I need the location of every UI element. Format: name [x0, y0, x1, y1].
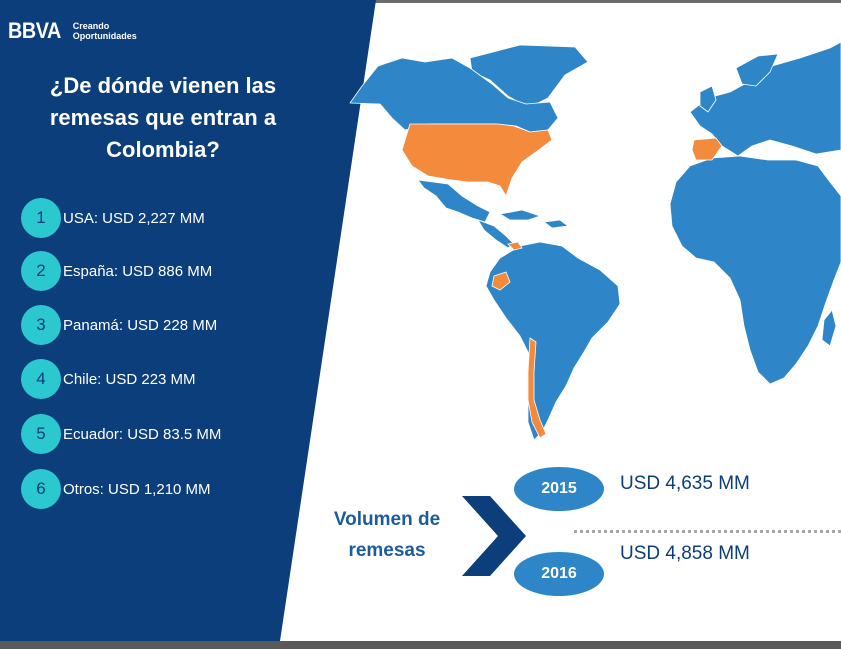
- left-panel: [0, 0, 376, 641]
- source-item-usa: 1 USA: USD 2,227 MM: [21, 198, 205, 238]
- mexico-shape: [417, 179, 491, 223]
- chevron-arrow: [462, 496, 526, 576]
- divider-dotted: [574, 530, 841, 533]
- source-item-espana: 2 España: USD 886 MM: [21, 251, 212, 291]
- year-badge-2016: 2016: [514, 552, 604, 596]
- volume-label-line2: remesas: [348, 540, 426, 561]
- source-item-chile: 4 Chile: USD 223 MM: [21, 359, 196, 399]
- africa-shape: [669, 155, 841, 385]
- source-item-otros: 6 Otros: USD 1,210 MM: [21, 469, 211, 509]
- page-title: ¿De dónde vienen las remesas que entran …: [18, 70, 308, 166]
- bbva-logo: BBVA Creando Oportunidades: [8, 18, 137, 44]
- rank-badge: 4: [21, 359, 61, 399]
- source-item-ecuador: 5 Ecuador: USD 83.5 MM: [21, 414, 221, 454]
- logo-tagline: Creando Oportunidades: [73, 21, 137, 41]
- source-label: Otros: USD 1,210 MM: [63, 480, 211, 498]
- logo-tagline-line1: Creando: [72, 21, 110, 31]
- canada-shape: [349, 57, 559, 133]
- greenland-shape: [469, 44, 589, 109]
- title-line-3: Colombia?: [106, 137, 220, 162]
- ecuador-shape: [491, 271, 511, 291]
- south-america-shape: [485, 241, 621, 441]
- amount-2015: USD 4,635 MM: [620, 473, 750, 494]
- panama-shape: [507, 241, 523, 251]
- rank-badge: 1: [21, 198, 61, 238]
- cuba-shape: [499, 209, 541, 221]
- source-label: Panamá: USD 228 MM: [63, 316, 218, 334]
- title-line-2: remesas que entran a: [49, 105, 277, 130]
- world-map: [349, 41, 841, 441]
- madagascar-shape: [821, 309, 837, 347]
- caribbean-shape: [543, 219, 569, 229]
- logo-brand: BBVA: [8, 18, 61, 43]
- rank-badge: 2: [21, 251, 61, 291]
- logo-tagline-line2: Oportunidades: [72, 31, 137, 41]
- rank-badge: 6: [21, 469, 61, 509]
- volume-label: Volumen de remesas: [318, 504, 456, 566]
- highlighted-countries: [401, 123, 723, 439]
- chile-shape: [527, 337, 547, 439]
- rank-badge: 3: [21, 305, 61, 345]
- window-top-border: [0, 0, 841, 3]
- rank-badge: 5: [21, 414, 61, 454]
- source-item-panama: 3 Panamá: USD 228 MM: [21, 305, 217, 345]
- usa-shape: [401, 123, 553, 197]
- title-line-1: ¿De dónde vienen las: [49, 73, 277, 98]
- volume-label-line1: Volumen de: [333, 509, 441, 530]
- uk-shape: [699, 85, 717, 113]
- source-label: España: USD 886 MM: [63, 262, 213, 280]
- window-bottom-border: [0, 641, 841, 649]
- amount-2016: USD 4,858 MM: [620, 543, 750, 564]
- year-badge-2015: 2015: [514, 467, 604, 511]
- scandinavia-shape: [735, 53, 779, 87]
- source-label: Chile: USD 223 MM: [63, 370, 196, 388]
- spain-shape: [691, 137, 723, 161]
- source-label: USA: USD 2,227 MM: [63, 209, 205, 227]
- source-label: Ecuador: USD 83.5 MM: [63, 425, 222, 443]
